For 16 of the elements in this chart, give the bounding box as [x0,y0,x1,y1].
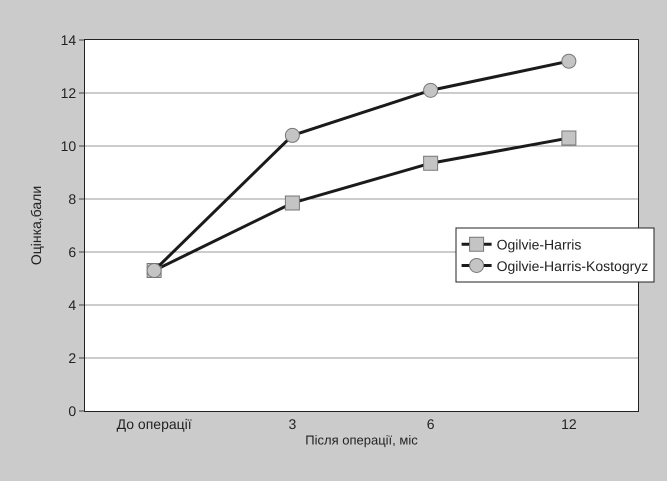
x-tick-label: 6 [426,416,435,432]
y-tick-label: 2 [68,350,76,366]
x-tick-label: 12 [561,416,577,432]
y-tick-label: 4 [68,296,76,313]
x-tick-label: 3 [288,416,296,432]
y-tick-label: 10 [60,138,76,154]
legend-label: Ogilvie-Harris [496,236,582,253]
y-tick-label: 12 [60,84,76,101]
x-tick-label: До операції [116,416,192,432]
y-tick-label: 14 [60,32,76,48]
y-tick-label: 6 [68,244,76,260]
legend-label: Ogilvie-Harris-Kostogryz [496,258,648,274]
y-tick-label: 8 [68,190,76,207]
y-tick-label: 0 [68,402,76,419]
x-axis-title: Після операції, міс [305,432,418,448]
y-axis-title: Оцінка,бали [28,186,44,266]
